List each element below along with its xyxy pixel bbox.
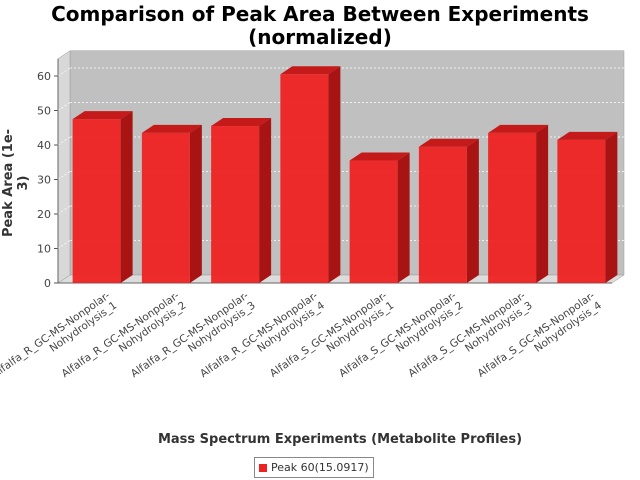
gridline-side (57, 205, 71, 215)
bar (349, 160, 398, 283)
x-tick-label: Alfalfa_R_GC-MS-Nonpolar-Nohydrolysis_3 (129, 290, 258, 390)
y-tick-label: 0 (44, 277, 51, 290)
bar-side (466, 138, 479, 283)
bar (418, 146, 467, 283)
x-axis-label: Mass Spectrum Experiments (Metabolite Pr… (157, 432, 523, 447)
bar (141, 132, 190, 283)
bar-side (259, 118, 272, 284)
bar (557, 139, 606, 283)
bar-side (328, 66, 341, 284)
x-tick-label: Alfalfa_S_GC-MS-Nonpolar-Nohydrolysis_1 (268, 290, 397, 390)
y-tick-label: 30 (37, 174, 51, 187)
y-axis-label: Peak Area (1e-3) (1, 128, 31, 238)
bar-side (120, 111, 133, 283)
bar-top (211, 118, 272, 127)
x-tick-label: Alfalfa_R_GC-MS-Nonpolar-Nohydrolysis_4 (198, 289, 327, 390)
bar-top (280, 66, 341, 75)
bar-top (141, 124, 202, 133)
legend: Peak 60(15.0917) (254, 457, 374, 478)
bar-side (189, 124, 202, 283)
x-tick-label: Alfalfa_S_GC-MS-Nonpolar-Nohydrolysis_3 (406, 290, 535, 390)
y-tick-label: 50 (37, 105, 51, 118)
bar-top (349, 152, 410, 161)
y-tick-label: 20 (37, 208, 51, 221)
bar-top (72, 111, 133, 120)
gridline-side (57, 171, 71, 180)
gridline-side (57, 67, 71, 77)
bar (211, 126, 260, 284)
x-tick-label: Alfalfa_S_GC-MS-Nonpolar-Nohydrolysis_2 (337, 290, 466, 390)
gridline-side (57, 102, 71, 111)
legend-swatch (259, 463, 267, 472)
y-tick-label: 10 (37, 243, 51, 256)
x-tick-label-line: Alfalfa_R_GC-MS-Nonpolar- (0, 290, 113, 381)
plot-left-wall (57, 50, 71, 284)
chart-title-line-1: Comparison of Peak Area Between Experime… (51, 2, 589, 26)
bar-top (418, 138, 479, 147)
bar (72, 119, 121, 283)
chart-title-line-2: (normalized) (248, 25, 392, 49)
bar-top (488, 124, 549, 133)
y-tick-label: 40 (37, 139, 51, 152)
gridline-side (57, 240, 71, 249)
bar-side (605, 131, 618, 283)
x-tick-label: Alfalfa_R_GC-MS-Nonpolar-Nohydrolysis_2 (59, 290, 188, 390)
bar-top (557, 131, 618, 140)
legend-label: Peak 60(15.0917) (271, 461, 369, 474)
bar-side (397, 152, 410, 283)
x-tick-label: Alfalfa_S_GC-MS-Nonpolar-Nohydrolysis_4 (476, 289, 605, 389)
gridline-side (57, 136, 71, 146)
bar (488, 132, 537, 283)
bar (280, 74, 329, 284)
y-tick-label: 60 (37, 70, 51, 83)
bar-side (536, 124, 549, 283)
